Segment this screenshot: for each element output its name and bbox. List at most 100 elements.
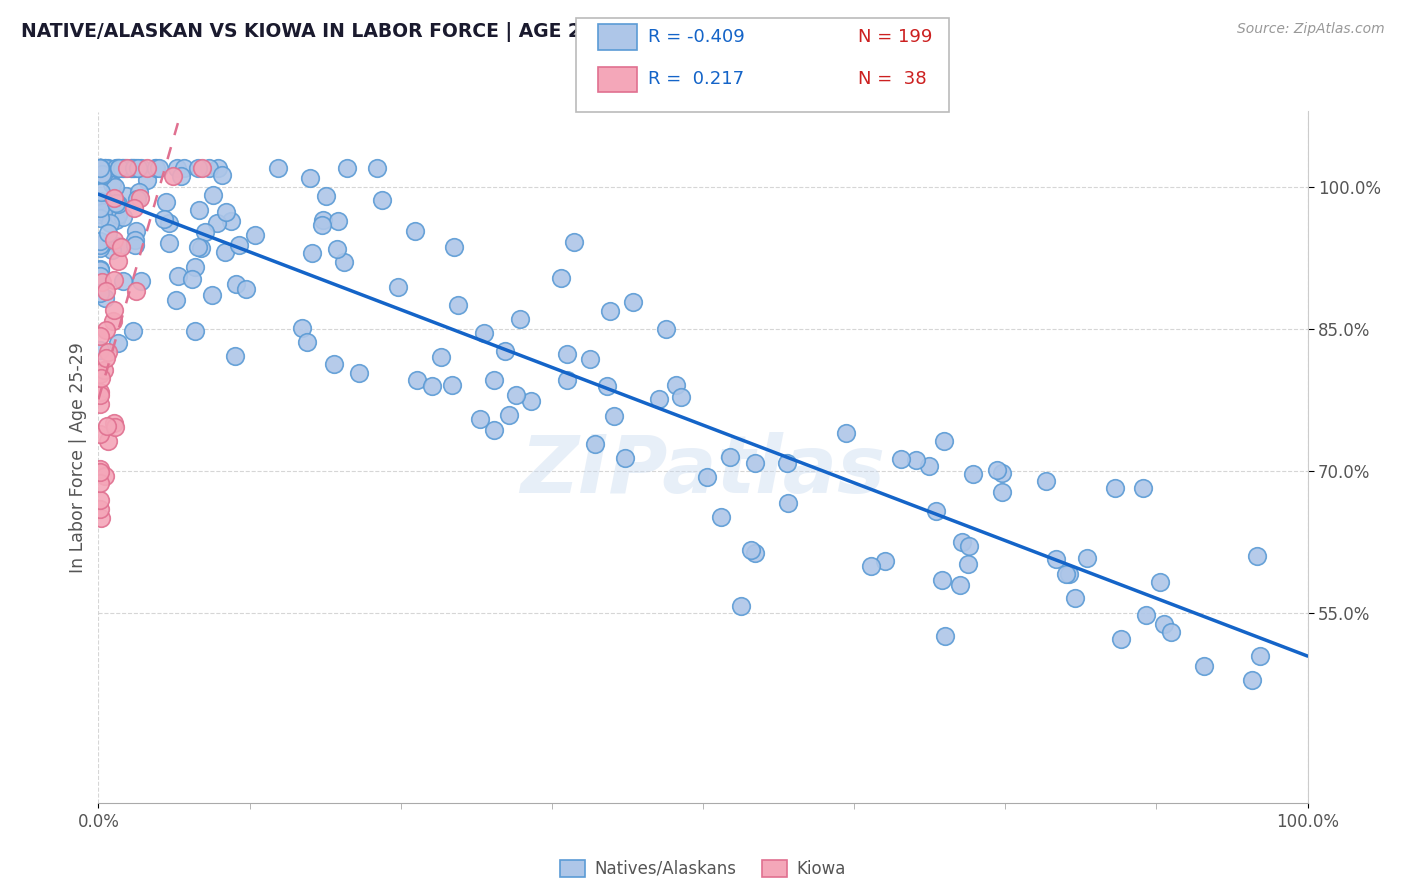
Point (89, 426, 111, 441)
Y-axis label: In Labor Force | Age 25-29: In Labor Force | Age 25-29 (69, 342, 87, 573)
Legend: Natives/Alaskans, Kiowa: Natives/Alaskans, Kiowa (553, 853, 853, 884)
Point (197, 161, 219, 176)
Point (90, 371, 112, 385)
Point (155, 195, 177, 210)
Point (1059, 566, 1081, 581)
Text: ZIPatlas: ZIPatlas (520, 432, 886, 510)
Point (990, 484, 1012, 499)
Point (224, 349, 246, 363)
Point (94, 323, 117, 337)
Point (89, 397, 111, 411)
Point (101, 178, 124, 192)
Point (583, 437, 606, 451)
Point (181, 271, 204, 285)
Point (96, 434, 118, 448)
Point (108, 238, 131, 252)
Point (295, 334, 318, 349)
Point (90, 186, 112, 200)
Point (93, 291, 115, 305)
Point (934, 629, 956, 643)
Point (104, 161, 127, 176)
Point (100, 243, 122, 257)
Point (131, 274, 153, 288)
Point (986, 463, 1008, 477)
Point (89, 492, 111, 507)
Point (173, 161, 195, 176)
Point (336, 161, 359, 176)
Point (744, 546, 766, 560)
Point (555, 347, 578, 361)
Point (145, 161, 167, 176)
Point (326, 242, 349, 256)
Point (91, 167, 114, 181)
Point (494, 343, 516, 358)
Point (89, 329, 111, 343)
Point (873, 554, 896, 568)
Point (94, 284, 117, 298)
Point (730, 599, 752, 614)
Point (104, 179, 127, 194)
Point (207, 161, 229, 176)
Point (740, 543, 762, 558)
Point (322, 357, 344, 371)
Point (127, 193, 149, 207)
Point (326, 214, 349, 228)
Point (520, 394, 543, 409)
Point (1109, 632, 1132, 646)
Point (447, 297, 470, 311)
Point (404, 224, 426, 238)
Point (89, 166, 111, 180)
Point (124, 224, 146, 238)
Point (266, 161, 288, 176)
Point (366, 161, 388, 176)
Point (89, 194, 111, 208)
Point (89, 207, 111, 221)
Point (103, 272, 125, 286)
Point (114, 161, 136, 176)
Point (890, 451, 912, 466)
Point (1104, 481, 1126, 495)
Point (97, 345, 120, 359)
Point (131, 161, 153, 176)
Point (347, 366, 370, 380)
Point (128, 185, 150, 199)
Point (89, 241, 111, 255)
Point (159, 216, 181, 230)
Point (1246, 549, 1268, 563)
Text: N =  38: N = 38 (858, 70, 927, 88)
Point (93, 363, 115, 377)
Point (89, 367, 111, 381)
Point (104, 195, 127, 210)
Point (97, 161, 120, 176)
Point (950, 534, 973, 549)
Point (90, 161, 112, 176)
Point (200, 288, 222, 302)
Point (1035, 474, 1057, 488)
Point (124, 161, 146, 176)
Point (990, 466, 1012, 480)
Point (333, 255, 356, 269)
Point (472, 326, 495, 341)
Point (595, 379, 617, 393)
Point (696, 470, 718, 484)
Point (104, 213, 127, 227)
Point (484, 423, 506, 437)
Point (550, 271, 572, 285)
Point (498, 409, 520, 423)
Point (187, 161, 209, 176)
Point (120, 161, 142, 176)
Point (124, 237, 146, 252)
Point (387, 280, 409, 294)
Point (90, 275, 112, 289)
Point (89, 465, 111, 479)
Point (775, 457, 797, 471)
Point (136, 161, 159, 176)
Point (94, 161, 117, 176)
Point (1132, 481, 1154, 495)
Point (931, 573, 953, 587)
Point (124, 233, 146, 247)
Point (97, 226, 120, 240)
Point (89, 502, 111, 516)
Point (1250, 648, 1272, 663)
Point (89, 343, 111, 358)
